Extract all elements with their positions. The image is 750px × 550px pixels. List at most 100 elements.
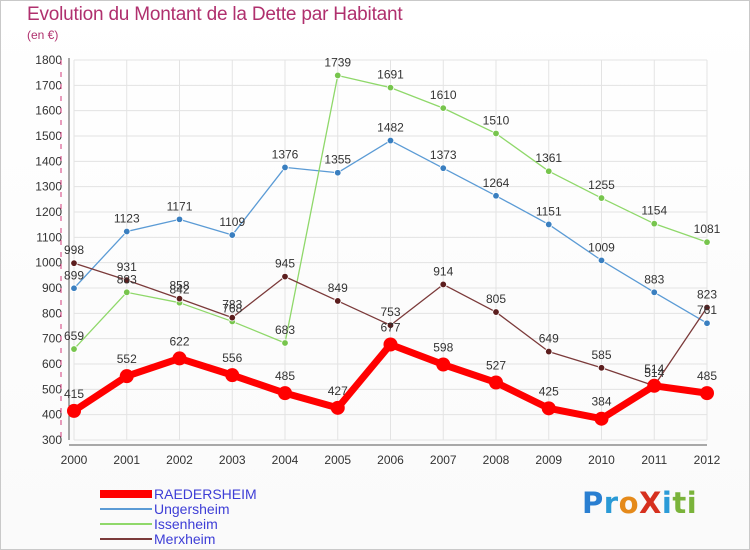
x-tick-label: 2007 (430, 453, 457, 467)
data-point-merxheim (281, 272, 289, 281)
x-tick-label: 2012 (694, 453, 721, 467)
y-tick-label: 900 (42, 281, 62, 295)
data-label-merxheim: 945 (275, 257, 295, 271)
data-label-merxheim: 998 (64, 243, 84, 257)
data-label-raedersheim: 677 (380, 320, 400, 334)
data-point-raedersheim (541, 401, 556, 416)
y-tick-label: 1800 (35, 53, 62, 67)
data-label-raedersheim: 425 (539, 384, 559, 398)
data-label-ungersheim: 1373 (430, 148, 457, 162)
x-tick-label: 2010 (588, 453, 615, 467)
x-tick-label: 2001 (113, 453, 140, 467)
data-point-ungersheim (439, 164, 447, 172)
data-label-raedersheim: 552 (117, 352, 137, 366)
data-label-raedersheim: 527 (486, 358, 506, 372)
data-point-issenheim (281, 339, 289, 347)
data-point-ungersheim (123, 227, 131, 236)
x-tick-label: 2003 (219, 453, 246, 467)
data-point-raedersheim (700, 386, 714, 401)
data-point-merxheim (70, 259, 78, 267)
data-label-issenheim: 1510 (483, 113, 510, 127)
data-point-ungersheim (228, 231, 236, 239)
data-label-merxheim: 753 (380, 305, 400, 319)
y-tick-label: 1100 (36, 230, 62, 244)
data-label-ungersheim: 1151 (536, 204, 562, 218)
y-tick-label: 1500 (35, 129, 62, 143)
data-point-raedersheim (647, 378, 662, 393)
data-point-merxheim (175, 294, 184, 303)
data-label-merxheim: 805 (486, 292, 506, 306)
data-label-ungersheim: 1482 (377, 121, 404, 135)
x-tick-label: 2009 (535, 453, 562, 467)
data-label-ungersheim: 899 (64, 268, 84, 282)
data-label-issenheim: 842 (169, 283, 189, 297)
data-point-raedersheim (594, 411, 609, 426)
logo-letter: P (582, 486, 604, 520)
x-tick-label: 2005 (324, 453, 351, 467)
y-tick-label: 600 (42, 357, 62, 371)
data-label-issenheim: 1255 (588, 178, 615, 192)
legend-label-issenheim: Issenheim (154, 516, 218, 532)
data-label-merxheim: 585 (591, 348, 611, 362)
data-point-merxheim (545, 347, 553, 356)
data-point-issenheim (123, 288, 131, 297)
data-label-issenheim: 1081 (694, 222, 721, 236)
data-label-merxheim: 931 (117, 260, 137, 274)
data-point-ungersheim (70, 284, 78, 292)
data-label-merxheim: 849 (328, 281, 348, 295)
data-point-ungersheim (281, 163, 289, 172)
x-tick-label: 2006 (377, 453, 404, 467)
data-point-merxheim (334, 297, 342, 305)
legend-label-ungersheim: Ungersheim (154, 501, 229, 517)
data-point-issenheim (703, 238, 711, 246)
data-label-ungersheim: 761 (697, 303, 717, 317)
y-tick-label: 1400 (35, 154, 62, 168)
data-point-ungersheim (597, 256, 606, 265)
y-tick-label: 1600 (35, 104, 62, 118)
data-point-raedersheim (489, 375, 503, 390)
data-label-raedersheim: 485 (697, 369, 717, 383)
data-label-issenheim: 1739 (324, 55, 351, 69)
data-point-merxheim (492, 308, 500, 316)
data-label-raedersheim: 556 (222, 351, 242, 365)
data-label-merxheim: 858 (169, 279, 189, 293)
data-label-ungersheim: 1009 (588, 240, 615, 254)
data-point-merxheim (597, 364, 606, 372)
data-label-issenheim: 1154 (641, 204, 667, 218)
data-point-merxheim (703, 303, 711, 312)
data-label-raedersheim: 514 (644, 362, 664, 376)
data-point-ungersheim (650, 288, 658, 297)
data-point-raedersheim (330, 400, 345, 415)
data-point-merxheim (123, 276, 131, 284)
data-point-merxheim (228, 313, 236, 322)
data-label-ungersheim: 1264 (483, 176, 510, 190)
data-label-raedersheim: 415 (64, 387, 84, 401)
proxiti-logo: ProXiti (582, 486, 697, 520)
data-point-issenheim (334, 71, 342, 80)
data-point-ungersheim (703, 319, 711, 327)
data-label-issenheim: 1610 (430, 88, 457, 102)
logo-letter: i (686, 486, 698, 520)
data-point-raedersheim (436, 357, 451, 372)
data-label-issenheim: 659 (64, 329, 84, 343)
data-point-ungersheim (386, 136, 395, 145)
logo-letter: o (618, 486, 640, 520)
data-label-merxheim: 823 (697, 288, 717, 302)
data-point-issenheim (545, 167, 553, 175)
data-point-issenheim (597, 194, 606, 202)
data-point-issenheim (650, 219, 658, 228)
data-label-raedersheim: 384 (591, 395, 611, 409)
data-point-raedersheim (225, 368, 240, 383)
data-point-ungersheim (545, 220, 553, 229)
data-point-ungersheim (492, 192, 500, 200)
x-tick-label: 2008 (483, 453, 510, 467)
data-point-raedersheim (278, 386, 292, 401)
chart-subtitle: (en €) (27, 28, 59, 42)
legend-label-raedersheim: RAEDERSHEIM (154, 486, 257, 502)
logo-letter: X (639, 486, 662, 520)
x-tick-label: 2004 (272, 453, 299, 467)
data-point-raedersheim (383, 337, 398, 352)
data-point-merxheim (386, 321, 395, 329)
data-label-merxheim: 783 (222, 298, 242, 312)
